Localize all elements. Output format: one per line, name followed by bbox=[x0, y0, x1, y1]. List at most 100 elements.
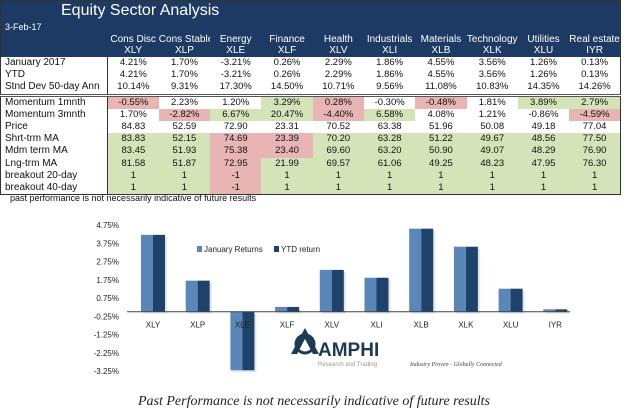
value-cell: 47.95 bbox=[517, 157, 570, 170]
value-cell: 9.31% bbox=[170, 81, 198, 93]
row-label: YTD bbox=[0, 69, 108, 82]
value-cell: 2.23% bbox=[158, 93, 211, 109]
value-cell: 1 bbox=[517, 181, 570, 195]
row-label: Shrt-trm MA bbox=[0, 133, 108, 146]
table-date: 3-Feb-17 bbox=[0, 21, 621, 33]
value-cell: 14.35% bbox=[527, 81, 560, 93]
ticker: XLY bbox=[124, 45, 143, 56]
x-tick-label: XLV bbox=[325, 321, 340, 330]
value-cell: 0.26% bbox=[273, 69, 301, 81]
value-cell: 0.13% bbox=[581, 69, 609, 81]
x-tick-label: XLK bbox=[458, 321, 474, 330]
value-cell: 63.28 bbox=[363, 133, 416, 146]
value-cell: 11.08% bbox=[425, 81, 457, 93]
sector-name: Industrials bbox=[366, 34, 413, 45]
x-tick-label: XLI bbox=[370, 321, 382, 330]
value-cell: 1.26% bbox=[530, 57, 557, 69]
value-cell: 23.31 bbox=[275, 121, 299, 133]
value-cell: 48.56 bbox=[517, 133, 570, 146]
value-cell: 21.99 bbox=[261, 157, 313, 170]
column-header: Industrials XLI bbox=[363, 33, 416, 57]
value-cell: 2.79% bbox=[569, 93, 621, 109]
table-row: Stnd Dev 50-day Ann 10.14% 9.31% 17.30% 14.5… bbox=[0, 81, 621, 96]
value-cell: 75.38 bbox=[210, 145, 262, 158]
x-tick-label: XLF bbox=[280, 321, 295, 330]
sector-name: Utilities bbox=[527, 34, 560, 45]
value-cell: 1 bbox=[107, 181, 159, 195]
value-cell: 23.40 bbox=[261, 145, 313, 158]
value-cell: 51.22 bbox=[415, 133, 467, 146]
value-cell: 1.70% bbox=[170, 57, 198, 69]
sector-name: Finance bbox=[269, 34, 305, 45]
row-label: Lng-trm MA bbox=[0, 157, 108, 170]
bar-january-returns bbox=[453, 246, 466, 312]
bar-january-returns bbox=[319, 269, 332, 312]
value-cell: 1 bbox=[569, 181, 621, 195]
table-row: Momentum 1mnth -0.55% 2.23% 1.20% 3.29% 0.28%… bbox=[0, 93, 621, 109]
value-cell: 1 bbox=[158, 181, 211, 195]
bar-january-returns bbox=[185, 280, 198, 312]
x-tick-label: XLP bbox=[190, 321, 205, 330]
value-cell: 70.20 bbox=[312, 133, 364, 146]
value-cell: 50.08 bbox=[480, 121, 505, 133]
bar-january-returns bbox=[275, 306, 288, 312]
bar-ytd-return bbox=[242, 311, 255, 371]
value-cell: 69.60 bbox=[312, 145, 364, 158]
header-blank bbox=[0, 33, 108, 57]
value-cell: 1.26% bbox=[530, 69, 557, 81]
column-header: Cons Stable XLP bbox=[158, 33, 211, 57]
column-header: Utilities XLU bbox=[517, 33, 570, 57]
value-cell: 77.04 bbox=[582, 121, 607, 133]
value-cell: 63.20 bbox=[363, 145, 416, 158]
value-cell: 3.89% bbox=[517, 93, 570, 109]
value-cell: 72.95 bbox=[210, 157, 262, 170]
value-cell: 1.70% bbox=[119, 108, 147, 120]
value-cell: 9.56% bbox=[376, 81, 404, 93]
ticker: XLI bbox=[382, 45, 398, 56]
value-cell: 52.59 bbox=[172, 121, 197, 133]
value-cell: 72.90 bbox=[223, 121, 248, 133]
value-cell: 1.70% bbox=[170, 69, 198, 81]
value-cell: -4.59% bbox=[569, 108, 621, 121]
value-cell: 49.07 bbox=[466, 145, 518, 158]
value-cell: -0.86% bbox=[528, 108, 559, 120]
value-cell: 76.30 bbox=[569, 157, 621, 170]
bar-ytd-return bbox=[421, 228, 434, 312]
column-header: Materials XLB bbox=[415, 33, 467, 57]
sector-name: Cons Stable bbox=[158, 34, 211, 45]
value-cell: 4.08% bbox=[427, 108, 455, 120]
sector-name: Materials bbox=[420, 34, 462, 45]
returns-bar-chart: 4.75% 3.75% 2.75% 1.75% 0.75% -0.25% -1.25% -2.… bbox=[94, 221, 570, 376]
value-cell: 83.83 bbox=[107, 133, 159, 146]
value-cell: 51.87 bbox=[158, 157, 211, 170]
value-cell: -1 bbox=[210, 181, 262, 195]
value-cell: 69.57 bbox=[312, 157, 364, 170]
legend-label: YTD return bbox=[281, 245, 320, 254]
y-tick-label: 0.75% bbox=[96, 294, 119, 303]
value-cell: 49.25 bbox=[415, 157, 467, 170]
value-cell: 10.71% bbox=[322, 81, 355, 93]
value-cell: 1 bbox=[415, 169, 467, 182]
value-cell: 1.20% bbox=[210, 93, 262, 109]
value-cell: 0.13% bbox=[581, 57, 609, 69]
table-row: Price 84.83 52.59 72.90 23.31 70.52 63.38 51.96… bbox=[0, 120, 621, 134]
bar-january-returns bbox=[543, 309, 556, 312]
value-cell: 4.21% bbox=[119, 69, 147, 81]
x-tick-label: XLY bbox=[146, 321, 161, 330]
value-cell: 84.83 bbox=[121, 121, 146, 133]
value-cell: 49.67 bbox=[466, 133, 518, 146]
value-cell: -0.30% bbox=[363, 93, 416, 109]
table-row: breakout 20-day 1 1 -1 1 1 1 1 1 1 1 bbox=[0, 169, 621, 182]
value-cell: 0.26% bbox=[273, 57, 301, 69]
value-cell: -1 bbox=[210, 169, 262, 182]
row-label: breakout 20-day bbox=[0, 169, 108, 182]
value-cell: 1 bbox=[107, 169, 159, 182]
table-row: YTD 4.21% 1.70% -3.21% 0.26% 2.29% 1.86% 4.55% 3… bbox=[0, 69, 621, 82]
value-cell: 20.47% bbox=[261, 108, 313, 121]
logo-tagline: Industry Proven - Globally Connected bbox=[409, 362, 503, 368]
value-cell: 77.50 bbox=[569, 133, 621, 146]
ticker: XLU bbox=[533, 45, 554, 56]
column-header: Health XLV bbox=[312, 33, 364, 57]
value-cell: 1 bbox=[415, 181, 467, 195]
value-cell: 2.29% bbox=[324, 69, 352, 81]
